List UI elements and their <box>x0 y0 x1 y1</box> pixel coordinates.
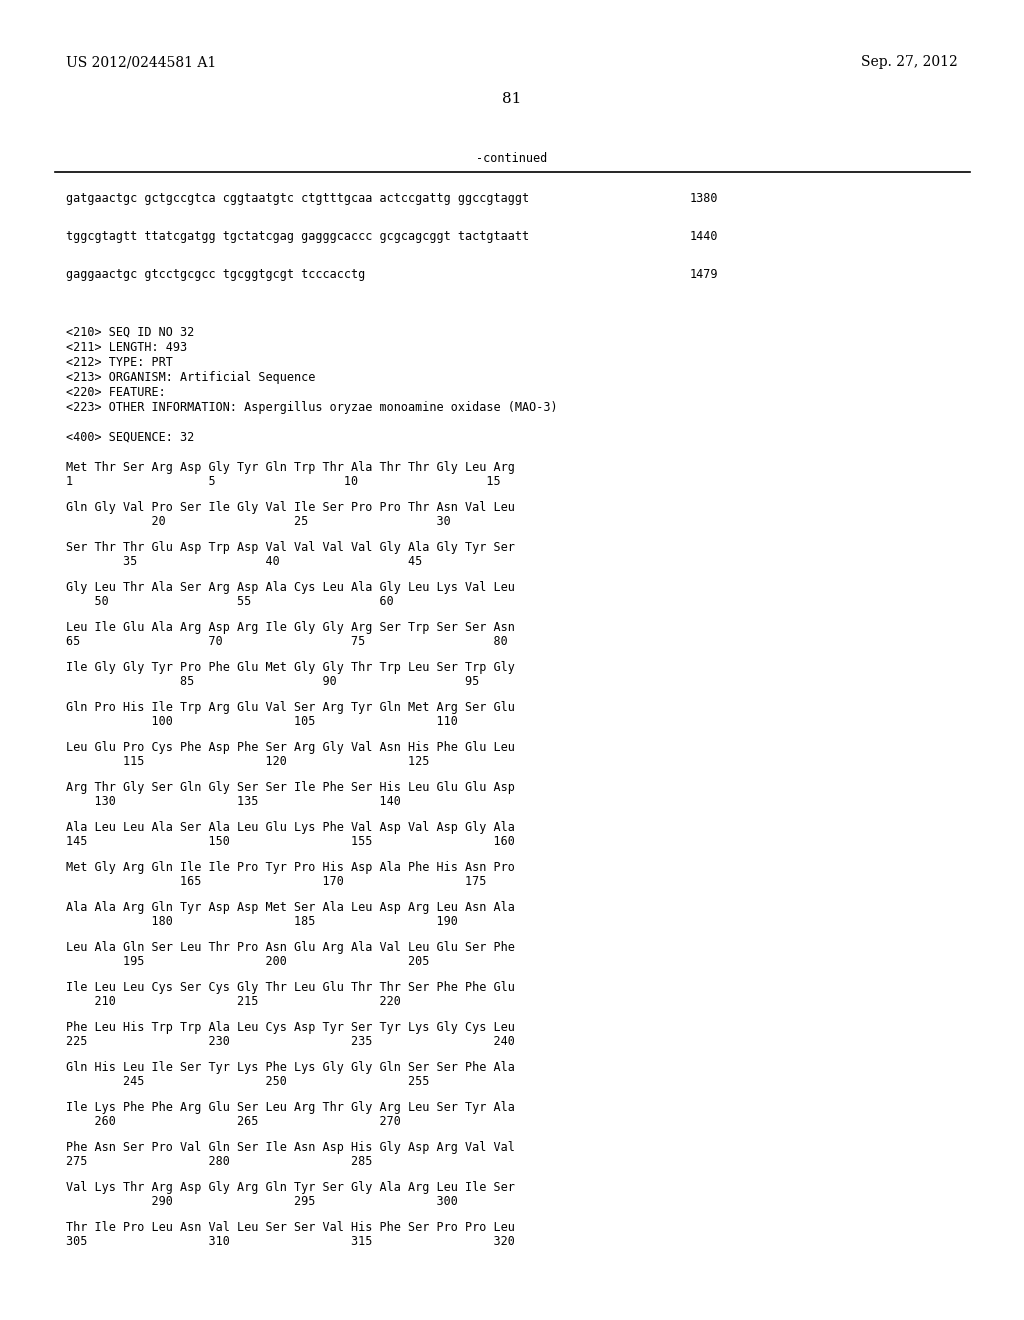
Text: 145                 150                 155                 160: 145 150 155 160 <box>66 836 515 847</box>
Text: 195                 200                 205: 195 200 205 <box>66 954 429 968</box>
Text: <210> SEQ ID NO 32: <210> SEQ ID NO 32 <box>66 326 195 339</box>
Text: US 2012/0244581 A1: US 2012/0244581 A1 <box>66 55 216 69</box>
Text: 180                 185                 190: 180 185 190 <box>66 915 458 928</box>
Text: 275                 280                 285: 275 280 285 <box>66 1155 373 1168</box>
Text: Gln Pro His Ile Trp Arg Glu Val Ser Arg Tyr Gln Met Arg Ser Glu: Gln Pro His Ile Trp Arg Glu Val Ser Arg … <box>66 701 515 714</box>
Text: Ala Leu Leu Ala Ser Ala Leu Glu Lys Phe Val Asp Val Asp Gly Ala: Ala Leu Leu Ala Ser Ala Leu Glu Lys Phe … <box>66 821 515 834</box>
Text: gatgaactgc gctgccgtca cggtaatgtc ctgtttgcaa actccgattg ggccgtaggt: gatgaactgc gctgccgtca cggtaatgtc ctgtttg… <box>66 191 529 205</box>
Text: Gly Leu Thr Ala Ser Arg Asp Ala Cys Leu Ala Gly Leu Lys Val Leu: Gly Leu Thr Ala Ser Arg Asp Ala Cys Leu … <box>66 581 515 594</box>
Text: <400> SEQUENCE: 32: <400> SEQUENCE: 32 <box>66 432 195 444</box>
Text: <212> TYPE: PRT: <212> TYPE: PRT <box>66 356 173 370</box>
Text: Met Gly Arg Gln Ile Ile Pro Tyr Pro His Asp Ala Phe His Asn Pro: Met Gly Arg Gln Ile Ile Pro Tyr Pro His … <box>66 861 515 874</box>
Text: 20                  25                  30: 20 25 30 <box>66 515 451 528</box>
Text: gaggaactgc gtcctgcgcc tgcggtgcgt tcccacctg: gaggaactgc gtcctgcgcc tgcggtgcgt tcccacc… <box>66 268 366 281</box>
Text: Leu Glu Pro Cys Phe Asp Phe Ser Arg Gly Val Asn His Phe Glu Leu: Leu Glu Pro Cys Phe Asp Phe Ser Arg Gly … <box>66 741 515 754</box>
Text: Met Thr Ser Arg Asp Gly Tyr Gln Trp Thr Ala Thr Thr Gly Leu Arg: Met Thr Ser Arg Asp Gly Tyr Gln Trp Thr … <box>66 461 515 474</box>
Text: -continued: -continued <box>476 152 548 165</box>
Text: 115                 120                 125: 115 120 125 <box>66 755 429 768</box>
Text: 1479: 1479 <box>690 268 719 281</box>
Text: Gln Gly Val Pro Ser Ile Gly Val Ile Ser Pro Pro Thr Asn Val Leu: Gln Gly Val Pro Ser Ile Gly Val Ile Ser … <box>66 502 515 513</box>
Text: 305                 310                 315                 320: 305 310 315 320 <box>66 1236 515 1247</box>
Text: 65                  70                  75                  80: 65 70 75 80 <box>66 635 508 648</box>
Text: 130                 135                 140: 130 135 140 <box>66 795 400 808</box>
Text: 210                 215                 220: 210 215 220 <box>66 995 400 1008</box>
Text: 225                 230                 235                 240: 225 230 235 240 <box>66 1035 515 1048</box>
Text: Thr Ile Pro Leu Asn Val Leu Ser Ser Val His Phe Ser Pro Pro Leu: Thr Ile Pro Leu Asn Val Leu Ser Ser Val … <box>66 1221 515 1234</box>
Text: Ile Lys Phe Phe Arg Glu Ser Leu Arg Thr Gly Arg Leu Ser Tyr Ala: Ile Lys Phe Phe Arg Glu Ser Leu Arg Thr … <box>66 1101 515 1114</box>
Text: 85                  90                  95: 85 90 95 <box>66 675 479 688</box>
Text: Ser Thr Thr Glu Asp Trp Asp Val Val Val Val Gly Ala Gly Tyr Ser: Ser Thr Thr Glu Asp Trp Asp Val Val Val … <box>66 541 515 554</box>
Text: Ala Ala Arg Gln Tyr Asp Asp Met Ser Ala Leu Asp Arg Leu Asn Ala: Ala Ala Arg Gln Tyr Asp Asp Met Ser Ala … <box>66 902 515 913</box>
Text: <220> FEATURE:: <220> FEATURE: <box>66 385 166 399</box>
Text: 290                 295                 300: 290 295 300 <box>66 1195 458 1208</box>
Text: 81: 81 <box>503 92 521 106</box>
Text: 1380: 1380 <box>690 191 719 205</box>
Text: Gln His Leu Ile Ser Tyr Lys Phe Lys Gly Gly Gln Ser Ser Phe Ala: Gln His Leu Ile Ser Tyr Lys Phe Lys Gly … <box>66 1061 515 1074</box>
Text: <211> LENGTH: 493: <211> LENGTH: 493 <box>66 341 187 354</box>
Text: Leu Ala Gln Ser Leu Thr Pro Asn Glu Arg Ala Val Leu Glu Ser Phe: Leu Ala Gln Ser Leu Thr Pro Asn Glu Arg … <box>66 941 515 954</box>
Text: Ile Gly Gly Tyr Pro Phe Glu Met Gly Gly Thr Trp Leu Ser Trp Gly: Ile Gly Gly Tyr Pro Phe Glu Met Gly Gly … <box>66 661 515 675</box>
Text: <213> ORGANISM: Artificial Sequence: <213> ORGANISM: Artificial Sequence <box>66 371 315 384</box>
Text: Phe Leu His Trp Trp Ala Leu Cys Asp Tyr Ser Tyr Lys Gly Cys Leu: Phe Leu His Trp Trp Ala Leu Cys Asp Tyr … <box>66 1020 515 1034</box>
Text: Val Lys Thr Arg Asp Gly Arg Gln Tyr Ser Gly Ala Arg Leu Ile Ser: Val Lys Thr Arg Asp Gly Arg Gln Tyr Ser … <box>66 1181 515 1195</box>
Text: 260                 265                 270: 260 265 270 <box>66 1115 400 1129</box>
Text: 35                  40                  45: 35 40 45 <box>66 554 422 568</box>
Text: Ile Leu Leu Cys Ser Cys Gly Thr Leu Glu Thr Thr Ser Phe Phe Glu: Ile Leu Leu Cys Ser Cys Gly Thr Leu Glu … <box>66 981 515 994</box>
Text: Leu Ile Glu Ala Arg Asp Arg Ile Gly Gly Arg Ser Trp Ser Ser Asn: Leu Ile Glu Ala Arg Asp Arg Ile Gly Gly … <box>66 620 515 634</box>
Text: 165                 170                 175: 165 170 175 <box>66 875 486 888</box>
Text: Phe Asn Ser Pro Val Gln Ser Ile Asn Asp His Gly Asp Arg Val Val: Phe Asn Ser Pro Val Gln Ser Ile Asn Asp … <box>66 1140 515 1154</box>
Text: Sep. 27, 2012: Sep. 27, 2012 <box>861 55 958 69</box>
Text: tggcgtagtt ttatcgatgg tgctatcgag gagggcaccc gcgcagcggt tactgtaatt: tggcgtagtt ttatcgatgg tgctatcgag gagggca… <box>66 230 529 243</box>
Text: 50                  55                  60: 50 55 60 <box>66 595 394 609</box>
Text: 100                 105                 110: 100 105 110 <box>66 715 458 729</box>
Text: 245                 250                 255: 245 250 255 <box>66 1074 429 1088</box>
Text: Arg Thr Gly Ser Gln Gly Ser Ser Ile Phe Ser His Leu Glu Glu Asp: Arg Thr Gly Ser Gln Gly Ser Ser Ile Phe … <box>66 781 515 795</box>
Text: 1                   5                  10                  15: 1 5 10 15 <box>66 475 501 488</box>
Text: <223> OTHER INFORMATION: Aspergillus oryzae monoamine oxidase (MAO-3): <223> OTHER INFORMATION: Aspergillus ory… <box>66 401 558 414</box>
Text: 1440: 1440 <box>690 230 719 243</box>
